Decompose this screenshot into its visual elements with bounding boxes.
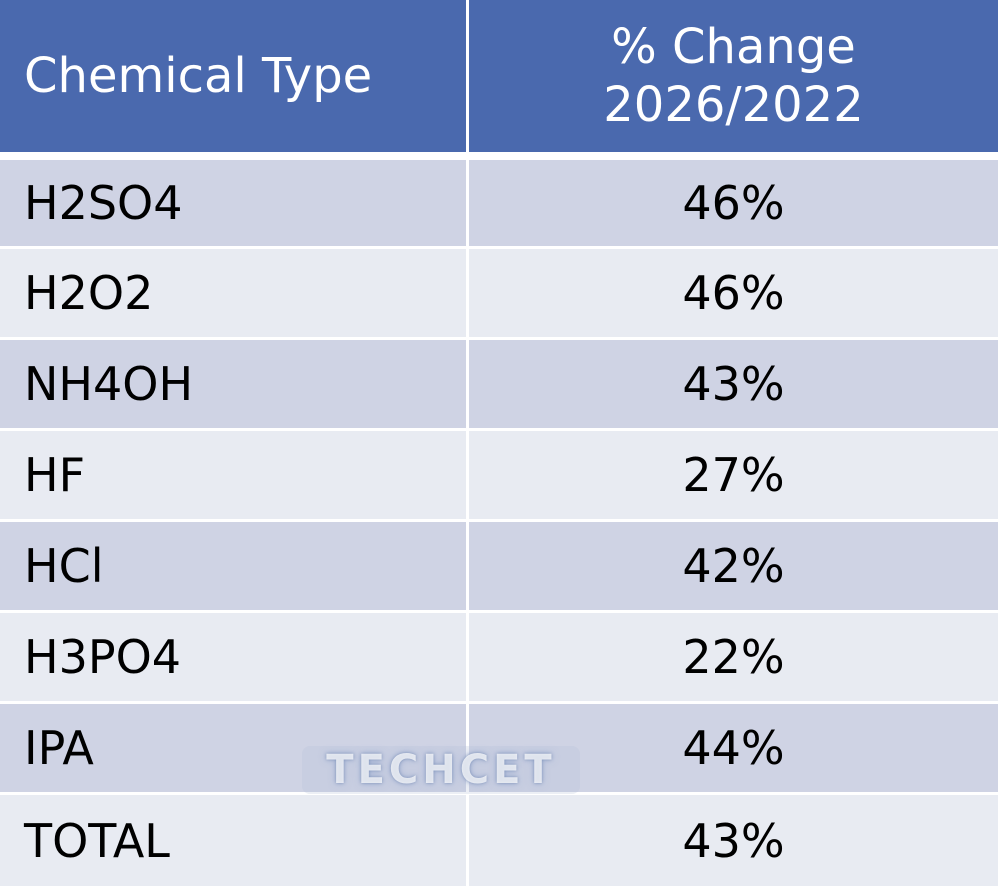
table-row: HCl 42% xyxy=(0,522,998,610)
table-row: IPA 44% xyxy=(0,704,998,792)
header-chemical-type-label: Chemical Type xyxy=(24,48,373,104)
chemical-name: H2O2 xyxy=(24,266,154,320)
change-value: 43% xyxy=(682,357,785,411)
header-percent-change-line2: 2026/2022 xyxy=(603,77,864,133)
table-row-total: TOTAL 43% xyxy=(0,795,998,886)
chemical-cell: H2O2 xyxy=(0,249,466,337)
change-value: 46% xyxy=(682,176,785,230)
chemical-cell: HF xyxy=(0,431,466,519)
change-cell: 42% xyxy=(469,522,998,610)
chemical-cell: H2SO4 xyxy=(0,160,466,246)
table-row: H2SO4 46% xyxy=(0,160,998,246)
chemical-name: TOTAL xyxy=(24,813,170,868)
chemical-cell: TOTAL xyxy=(0,795,466,886)
chemical-cell: NH4OH xyxy=(0,340,466,428)
change-cell: 46% xyxy=(469,160,998,246)
chemical-name: H2SO4 xyxy=(24,176,183,230)
change-value: 22% xyxy=(682,630,785,684)
table-row: H3PO4 22% xyxy=(0,613,998,701)
table-row: H2O2 46% xyxy=(0,249,998,337)
change-cell: 44% xyxy=(469,704,998,792)
chemical-name: HF xyxy=(24,448,86,502)
change-value: 44% xyxy=(682,721,785,775)
chemical-name: IPA xyxy=(24,721,94,775)
table-header-row: Chemical Type % Change 2026/2022 xyxy=(0,0,998,152)
header-percent-change: % Change 2026/2022 xyxy=(469,0,998,152)
table-row: NH4OH 43% xyxy=(0,340,998,428)
change-cell: 22% xyxy=(469,613,998,701)
chemical-name: H3PO4 xyxy=(24,630,182,684)
header-chemical-type: Chemical Type xyxy=(0,0,466,152)
chemical-cell: HCl xyxy=(0,522,466,610)
chemical-name: HCl xyxy=(24,539,104,593)
change-value: 27% xyxy=(682,448,785,502)
header-percent-change-line1: % Change xyxy=(611,19,856,75)
techcet-watermark: TECHCET xyxy=(302,746,580,794)
change-value: 43% xyxy=(682,813,785,868)
change-cell: 27% xyxy=(469,431,998,519)
change-value: 46% xyxy=(682,266,785,320)
table-row: HF 27% xyxy=(0,431,998,519)
chemical-name: NH4OH xyxy=(24,357,194,411)
change-cell: 43% xyxy=(469,795,998,886)
chemical-cell: IPA xyxy=(0,704,466,792)
change-value: 42% xyxy=(682,539,785,593)
change-cell: 43% xyxy=(469,340,998,428)
change-cell: 46% xyxy=(469,249,998,337)
chemical-cell: H3PO4 xyxy=(0,613,466,701)
